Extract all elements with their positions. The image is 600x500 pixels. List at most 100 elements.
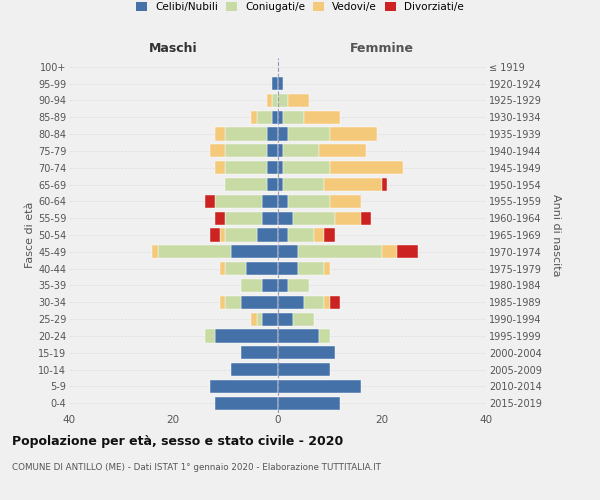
Bar [293, 312, 314, 326]
Bar [215, 161, 226, 174]
Bar [277, 396, 340, 410]
Bar [277, 178, 283, 191]
Bar [283, 161, 329, 174]
Text: Femmine: Femmine [350, 42, 414, 55]
Bar [257, 312, 262, 326]
Bar [277, 77, 283, 90]
Bar [241, 346, 277, 360]
Bar [267, 178, 277, 191]
Bar [220, 296, 226, 309]
Bar [267, 144, 277, 158]
Text: Maschi: Maschi [149, 42, 197, 55]
Bar [277, 363, 329, 376]
Bar [361, 212, 371, 224]
Bar [257, 110, 272, 124]
Bar [329, 128, 377, 140]
Bar [283, 110, 304, 124]
Bar [325, 262, 329, 275]
Bar [277, 346, 335, 360]
Bar [283, 144, 319, 158]
Bar [267, 94, 272, 107]
Bar [241, 296, 277, 309]
Bar [288, 279, 309, 292]
Bar [288, 128, 329, 140]
Bar [277, 246, 298, 258]
Bar [262, 195, 277, 208]
Bar [226, 178, 267, 191]
Bar [267, 161, 277, 174]
Bar [319, 144, 366, 158]
Bar [152, 246, 158, 258]
Bar [277, 94, 288, 107]
Bar [226, 144, 267, 158]
Bar [329, 161, 403, 174]
Bar [205, 330, 215, 342]
Bar [277, 212, 293, 224]
Bar [397, 246, 418, 258]
Bar [293, 212, 335, 224]
Bar [220, 262, 226, 275]
Bar [335, 212, 361, 224]
Bar [246, 262, 277, 275]
Bar [325, 178, 382, 191]
Bar [251, 312, 257, 326]
Bar [262, 212, 277, 224]
Bar [226, 128, 267, 140]
Bar [210, 144, 226, 158]
Bar [257, 228, 277, 241]
Bar [226, 212, 262, 224]
Bar [325, 296, 329, 309]
Bar [277, 279, 288, 292]
Bar [288, 228, 314, 241]
Bar [277, 228, 288, 241]
Bar [210, 228, 220, 241]
Bar [277, 312, 293, 326]
Bar [226, 161, 267, 174]
Bar [304, 110, 340, 124]
Bar [215, 195, 262, 208]
Bar [272, 77, 277, 90]
Bar [220, 228, 226, 241]
Text: Popolazione per età, sesso e stato civile - 2020: Popolazione per età, sesso e stato civil… [12, 435, 343, 448]
Bar [158, 246, 230, 258]
Bar [325, 228, 335, 241]
Bar [210, 380, 277, 393]
Bar [319, 330, 329, 342]
Bar [288, 195, 329, 208]
Legend: Celibi/Nubili, Coniugati/e, Vedovi/e, Divorziati/e: Celibi/Nubili, Coniugati/e, Vedovi/e, Di… [134, 0, 466, 14]
Y-axis label: Anni di nascita: Anni di nascita [551, 194, 561, 276]
Bar [277, 144, 283, 158]
Bar [277, 195, 288, 208]
Bar [298, 262, 325, 275]
Bar [277, 262, 298, 275]
Bar [230, 246, 277, 258]
Bar [298, 246, 382, 258]
Bar [288, 94, 309, 107]
Bar [277, 296, 304, 309]
Bar [272, 110, 277, 124]
Bar [251, 110, 257, 124]
Text: COMUNE DI ANTILLO (ME) - Dati ISTAT 1° gennaio 2020 - Elaborazione TUTTITALIA.IT: COMUNE DI ANTILLO (ME) - Dati ISTAT 1° g… [12, 462, 381, 471]
Y-axis label: Fasce di età: Fasce di età [25, 202, 35, 268]
Bar [205, 195, 215, 208]
Bar [272, 94, 277, 107]
Bar [283, 178, 325, 191]
Bar [329, 296, 340, 309]
Bar [314, 228, 325, 241]
Bar [215, 396, 277, 410]
Bar [277, 330, 319, 342]
Bar [241, 279, 262, 292]
Bar [382, 178, 387, 191]
Bar [277, 380, 361, 393]
Bar [230, 363, 277, 376]
Bar [277, 110, 283, 124]
Bar [267, 128, 277, 140]
Bar [277, 128, 288, 140]
Bar [277, 161, 283, 174]
Bar [215, 330, 277, 342]
Bar [262, 279, 277, 292]
Bar [329, 195, 361, 208]
Bar [262, 312, 277, 326]
Bar [226, 262, 246, 275]
Bar [304, 296, 325, 309]
